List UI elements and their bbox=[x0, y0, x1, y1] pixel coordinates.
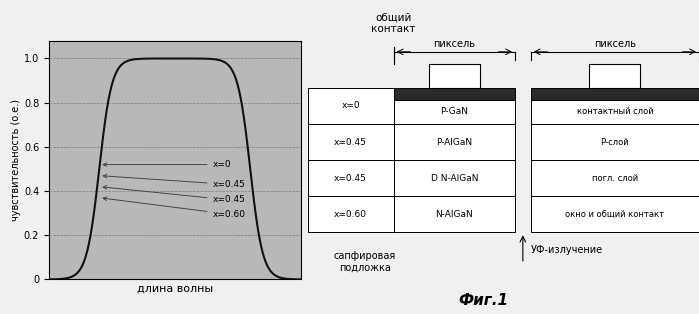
Bar bbox=[531, 160, 699, 196]
Bar bbox=[394, 100, 515, 124]
Bar bbox=[531, 124, 699, 160]
Text: окно и общий контакт: окно и общий контакт bbox=[565, 210, 665, 219]
Text: Фиг.1: Фиг.1 bbox=[459, 293, 509, 308]
Text: N-AlGaN: N-AlGaN bbox=[435, 210, 473, 219]
Y-axis label: чувствительность (о.е.): чувствительность (о.е.) bbox=[11, 99, 21, 221]
Text: x=0.60: x=0.60 bbox=[334, 210, 367, 219]
X-axis label: длина волны: длина волны bbox=[137, 284, 212, 294]
Text: общий
контакт: общий контакт bbox=[371, 13, 416, 34]
Bar bbox=[589, 64, 640, 88]
Text: Р-слой: Р-слой bbox=[600, 138, 629, 147]
Bar bbox=[531, 100, 699, 124]
Text: погл. слой: погл. слой bbox=[592, 174, 638, 183]
Bar bbox=[308, 124, 394, 160]
Bar bbox=[394, 196, 515, 232]
Text: x=0: x=0 bbox=[103, 160, 231, 169]
Bar bbox=[531, 88, 699, 100]
Bar bbox=[308, 196, 394, 232]
Text: P-GaN: P-GaN bbox=[440, 107, 468, 116]
Text: x=0.45: x=0.45 bbox=[334, 138, 367, 147]
Text: x=0: x=0 bbox=[341, 101, 360, 111]
Text: пиксель: пиксель bbox=[433, 39, 475, 49]
Text: пиксель: пиксель bbox=[594, 39, 636, 49]
Bar bbox=[394, 160, 515, 196]
Bar bbox=[394, 124, 515, 160]
Bar bbox=[429, 64, 480, 88]
Text: P-AlGaN: P-AlGaN bbox=[436, 138, 473, 147]
Bar bbox=[531, 196, 699, 232]
Text: УФ-излучение: УФ-излучение bbox=[531, 245, 603, 255]
Text: x=0.60: x=0.60 bbox=[103, 197, 245, 219]
Text: x=0.45: x=0.45 bbox=[103, 186, 245, 204]
Bar bbox=[308, 88, 394, 124]
Text: x=0.45: x=0.45 bbox=[334, 174, 367, 183]
Bar bbox=[394, 88, 515, 100]
Bar bbox=[308, 160, 394, 196]
Text: x=0.45: x=0.45 bbox=[103, 174, 245, 189]
Text: контактный слой: контактный слой bbox=[577, 107, 653, 116]
Text: D N-AlGaN: D N-AlGaN bbox=[431, 174, 478, 183]
Text: сапфировая
подложка: сапфировая подложка bbox=[333, 251, 396, 273]
